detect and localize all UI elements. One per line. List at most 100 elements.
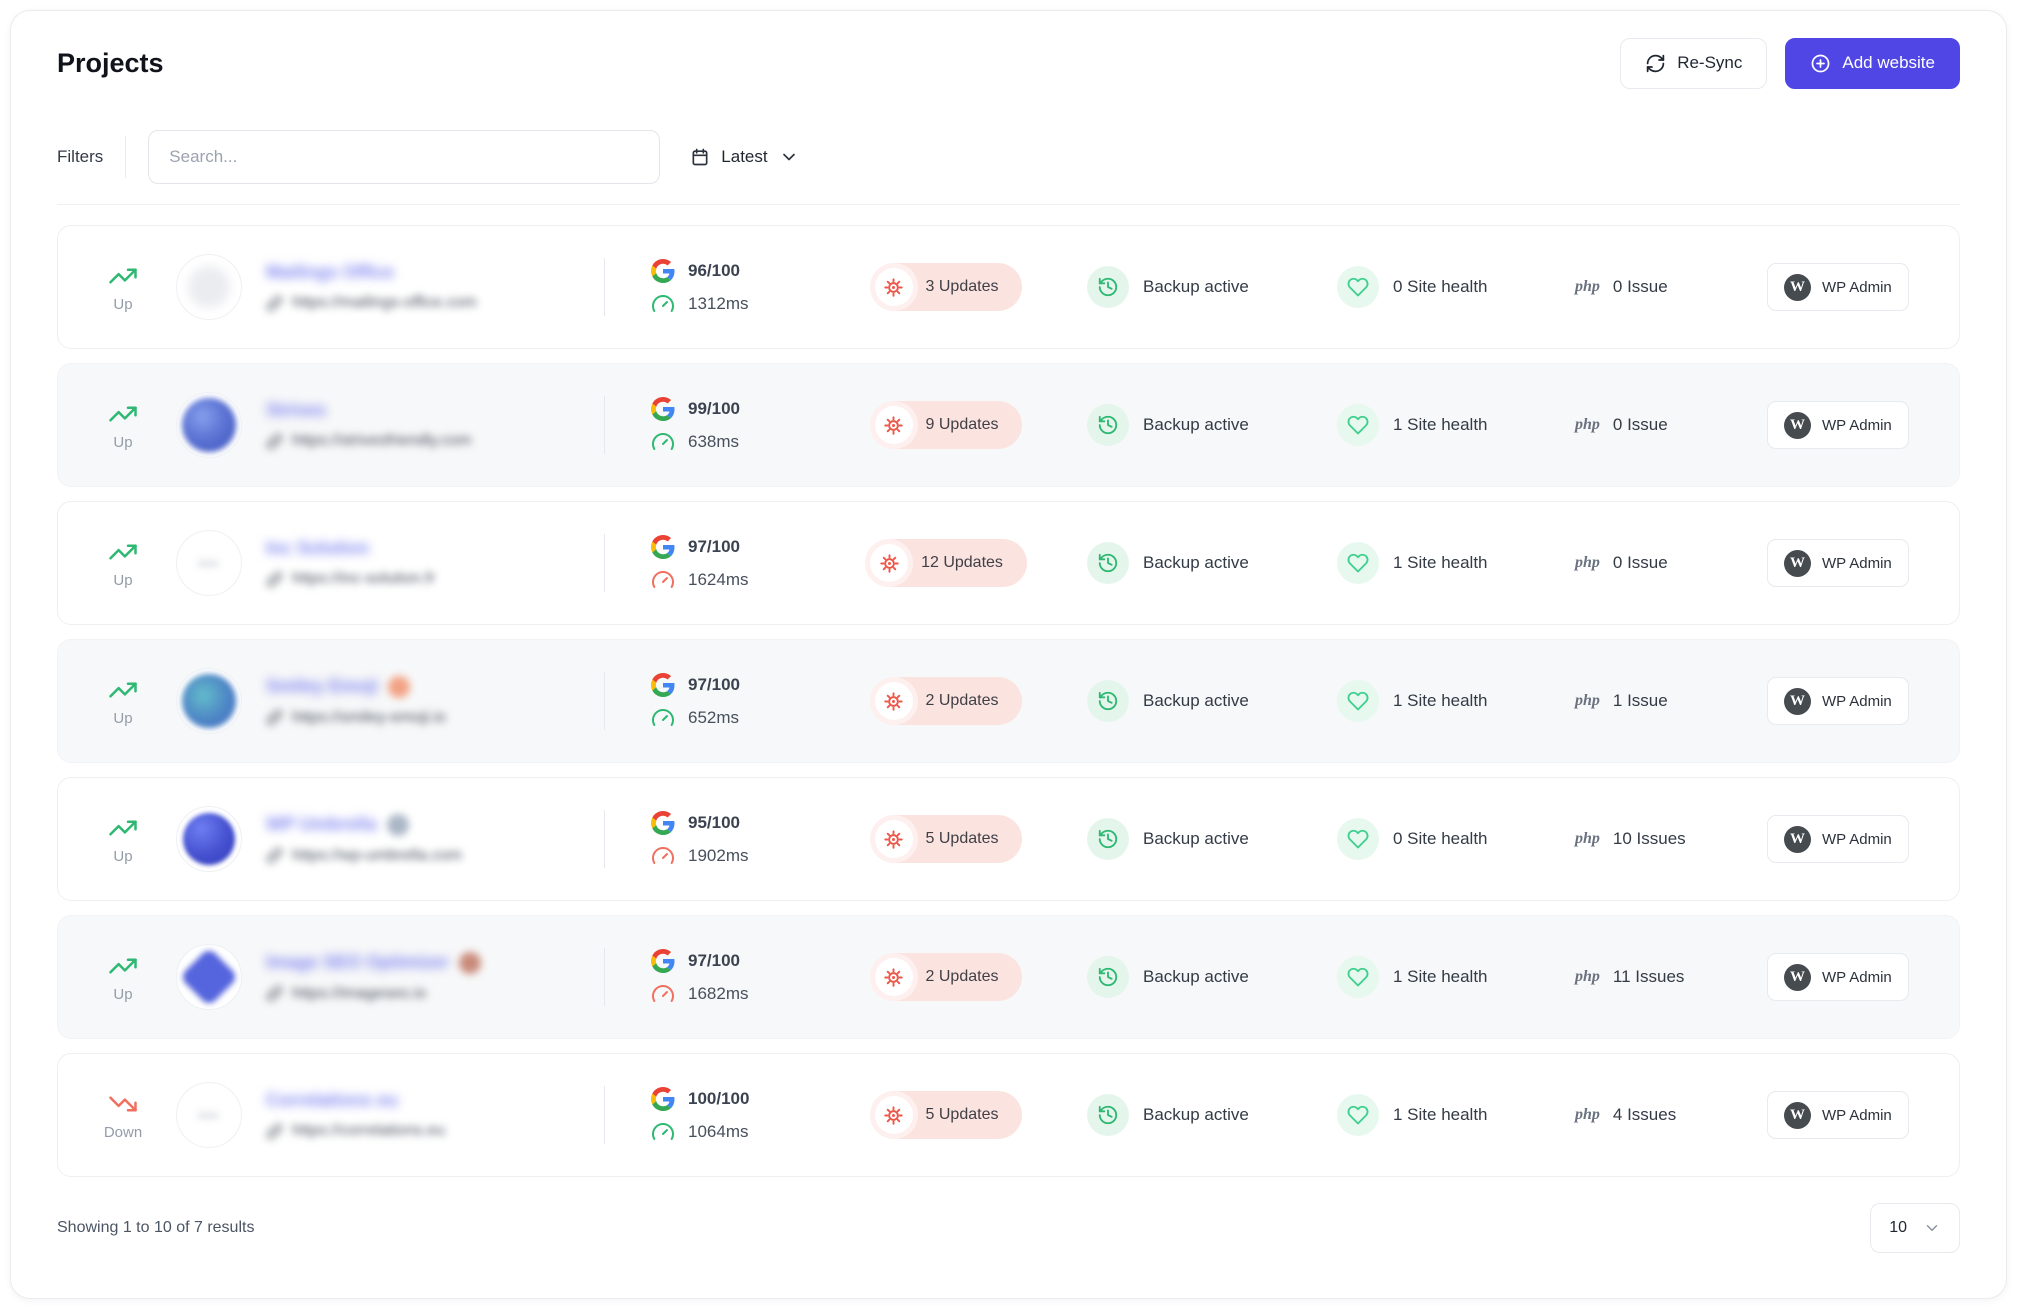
wp-admin-button[interactable]: W WP Admin [1767, 401, 1909, 449]
wp-admin-button[interactable]: W WP Admin [1767, 677, 1909, 725]
link-icon [266, 709, 283, 726]
site-name[interactable]: WP Umbrella [266, 814, 377, 834]
response-time: 1624ms [688, 569, 749, 589]
issues-label: 11 Issues [1612, 967, 1685, 986]
project-row[interactable]: Down ••• Correlations eu https://correla… [57, 1053, 1960, 1177]
search-input[interactable] [148, 129, 661, 184]
page-size-select[interactable]: 10 [1870, 1203, 1960, 1253]
backup-status: Backup active [1087, 404, 1337, 446]
updates-badge[interactable]: 5 Updates [869, 1091, 1023, 1139]
results-summary: Showing 1 to 10 of 7 results [57, 1219, 255, 1236]
site-identity: Smiley Emoji https://smiley-emoji.io [266, 675, 598, 727]
wordpress-icon: W [1784, 687, 1811, 715]
updates-label: 3 Updates [925, 278, 999, 295]
filters-button[interactable]: Filters [57, 146, 104, 166]
gauge-icon [651, 292, 675, 316]
wp-admin-button[interactable]: W WP Admin [1767, 539, 1909, 587]
site-name[interactable]: Strives [266, 400, 327, 420]
status-label: Up [113, 848, 133, 865]
backup-label: Backup active [1143, 415, 1249, 434]
site-identity: WP Umbrella https://wp-umbrella.com [266, 813, 598, 865]
row-divider [604, 258, 605, 316]
wp-admin-label: WP Admin [1822, 416, 1892, 434]
status-label: Down [103, 1124, 143, 1141]
site-emoji [459, 951, 482, 974]
site-name[interactable]: Inc Solution [266, 538, 369, 558]
pagespeed-score: 99/100 [688, 398, 740, 418]
wordpress-icon: W [1784, 1101, 1811, 1129]
add-website-label: Add website [1842, 53, 1935, 72]
row-divider [604, 672, 605, 730]
wp-admin-button[interactable]: W WP Admin [1767, 953, 1909, 1001]
php-issues: php 11 Issues [1575, 967, 1767, 987]
google-icon [651, 672, 675, 697]
health-label: 1 Site health [1393, 415, 1488, 434]
updates-badge[interactable]: 12 Updates [865, 539, 1027, 587]
gauge-icon [651, 1120, 675, 1144]
php-icon: php [1575, 554, 1600, 571]
resync-label: Re-Sync [1677, 53, 1743, 72]
site-url-text: https://strivesfriendly.com [292, 432, 472, 449]
project-row[interactable]: Up Image SEO Optimizer https://imageseo.… [57, 915, 1960, 1039]
heart-icon [1337, 266, 1379, 308]
link-icon [266, 295, 283, 311]
project-row[interactable]: Up ••• Inc Solution https://inc-solution… [57, 501, 1960, 625]
sort-dropdown[interactable]: Latest [690, 147, 798, 167]
add-website-button[interactable]: Add website [1785, 37, 1960, 89]
updates-label: 2 Updates [925, 692, 999, 709]
updates-gear-icon [874, 406, 913, 444]
backup-label: Backup active [1143, 553, 1249, 572]
health-label: 1 Site health [1393, 967, 1488, 986]
wp-admin-button[interactable]: W WP Admin [1767, 815, 1909, 863]
project-row[interactable]: Up WP Umbrella https://wp-umbrella.com 9… [57, 777, 1960, 901]
site-name[interactable]: Image SEO Optimizer [266, 952, 450, 972]
backup-history-icon [1087, 1094, 1129, 1136]
wordpress-icon: W [1784, 549, 1811, 577]
heart-icon [1337, 956, 1379, 998]
site-url: https://mailings-office.com [266, 294, 598, 312]
project-row[interactable]: Up Strives https://strivesfriendly.com 9… [57, 363, 1960, 487]
project-row[interactable]: Up Mailings Office https://mailings-offi… [57, 225, 1960, 349]
wordpress-icon: W [1784, 825, 1811, 853]
status-label: Up [113, 986, 133, 1003]
response-time: 1064ms [688, 1121, 749, 1141]
link-icon [266, 1123, 283, 1139]
sync-icon [1645, 53, 1666, 74]
site-health: 1 Site health [1337, 542, 1575, 584]
link-icon [266, 985, 283, 1002]
updates-badge[interactable]: 2 Updates [869, 953, 1023, 1001]
trend-up-icon [108, 399, 138, 429]
filter-divider [125, 135, 127, 178]
chevron-down-icon [779, 147, 799, 167]
heart-icon [1337, 680, 1379, 722]
site-name[interactable]: Smiley Emoji [266, 676, 379, 696]
gauge-icon [651, 982, 675, 1006]
trend-down-icon [108, 1089, 138, 1119]
php-icon: php [1575, 1106, 1600, 1123]
trend-up-icon [108, 951, 138, 981]
project-row[interactable]: Up Smiley Emoji https://smiley-emoji.io … [57, 639, 1960, 763]
updates-badge[interactable]: 3 Updates [869, 263, 1023, 311]
updates-gear-icon [874, 820, 913, 858]
site-name[interactable]: Correlations eu [266, 1090, 399, 1110]
updates-badge[interactable]: 5 Updates [869, 815, 1023, 863]
resync-button[interactable]: Re-Sync [1620, 37, 1768, 89]
pagespeed-score: 96/100 [688, 260, 740, 280]
google-icon [651, 258, 675, 283]
wp-admin-button[interactable]: W WP Admin [1767, 1091, 1909, 1139]
updates-badge[interactable]: 9 Updates [869, 401, 1023, 449]
updates-cell: 5 Updates [819, 815, 1073, 863]
php-issues: php 4 Issues [1575, 1105, 1767, 1125]
site-health: 1 Site health [1337, 404, 1575, 446]
page-size-value: 10 [1889, 1219, 1907, 1236]
site-avatar [176, 806, 242, 872]
wordpress-icon: W [1784, 411, 1811, 439]
php-issues: php 0 Issue [1575, 415, 1767, 435]
row-divider [604, 396, 605, 454]
site-name[interactable]: Mailings Office [266, 262, 395, 282]
backup-status: Backup active [1087, 818, 1337, 860]
updates-badge[interactable]: 2 Updates [869, 677, 1023, 725]
site-avatar [176, 254, 242, 320]
wp-admin-button[interactable]: W WP Admin [1767, 263, 1909, 311]
site-url-text: https://wp-umbrella.com [292, 846, 462, 864]
